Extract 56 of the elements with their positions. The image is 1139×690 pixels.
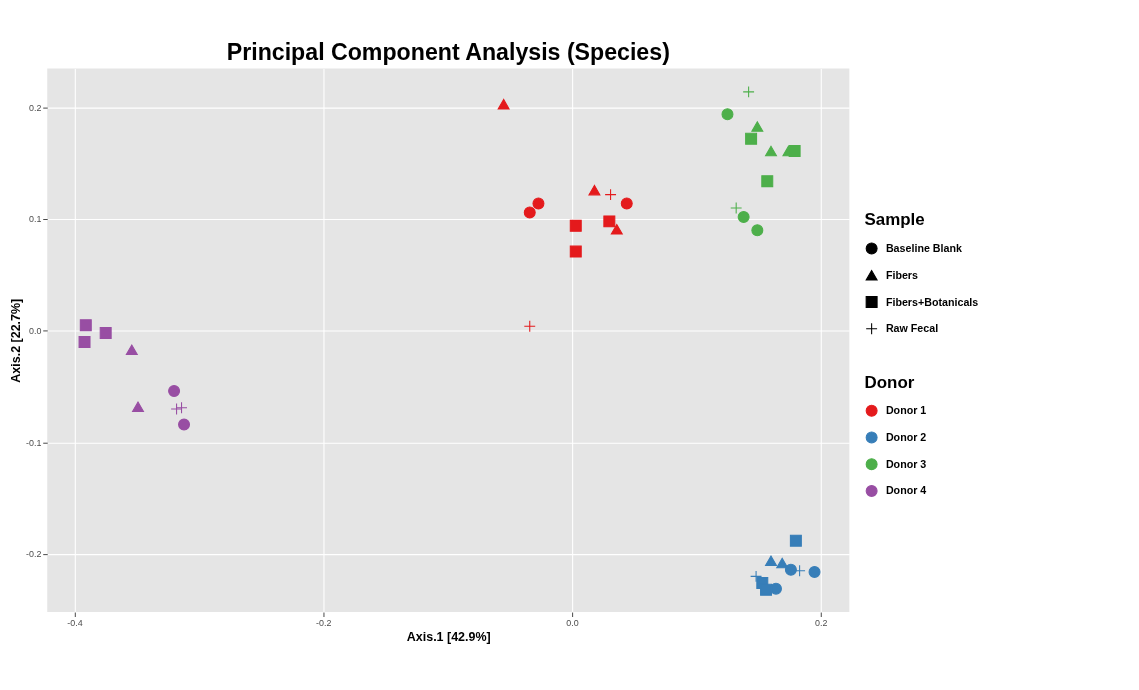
x-tick-label: 0.0 bbox=[566, 617, 579, 628]
point bbox=[588, 184, 601, 196]
text: Sample bbox=[864, 210, 925, 230]
point bbox=[721, 108, 734, 121]
y-tick-label: -0.1 bbox=[26, 437, 42, 448]
point bbox=[737, 210, 750, 223]
point bbox=[603, 215, 616, 228]
point bbox=[750, 570, 763, 583]
legend-label: Donor 3 bbox=[885, 457, 927, 470]
point bbox=[168, 385, 181, 398]
x-tick-label: -0.2 bbox=[316, 617, 332, 628]
legend-label: Donor 1 bbox=[885, 404, 927, 417]
x-tick-label: 0.2 bbox=[815, 617, 828, 628]
point bbox=[78, 335, 91, 348]
point bbox=[569, 219, 582, 232]
legend-label: Fibers+Botanicals bbox=[885, 295, 979, 308]
point bbox=[99, 327, 112, 340]
y-tick-label: 0.0 bbox=[29, 325, 42, 336]
chart-title: Principal Component Analysis (Species) bbox=[226, 39, 670, 66]
x-axis-title: Axis.1 [42.9%] bbox=[406, 630, 491, 645]
point bbox=[125, 344, 138, 356]
point bbox=[178, 418, 191, 431]
y-axis-title: Axis.2 [22.7%] bbox=[8, 298, 23, 383]
point bbox=[523, 206, 536, 219]
legend-label: Donor 4 bbox=[885, 484, 927, 497]
point bbox=[784, 563, 797, 576]
point bbox=[730, 201, 743, 214]
point bbox=[789, 534, 802, 547]
point bbox=[79, 319, 92, 332]
point bbox=[765, 145, 777, 157]
legend-label: Raw Fecal bbox=[885, 322, 939, 335]
y-tick-label: -0.2 bbox=[26, 549, 42, 560]
point bbox=[610, 223, 623, 235]
point bbox=[761, 175, 774, 188]
point bbox=[620, 197, 633, 210]
point bbox=[132, 401, 145, 412]
point bbox=[745, 132, 758, 145]
point bbox=[760, 583, 773, 596]
legend-label: Donor 2 bbox=[885, 430, 927, 443]
y-tick-label: 0.2 bbox=[29, 102, 42, 113]
text: Donor bbox=[864, 372, 915, 392]
point bbox=[751, 224, 764, 237]
legend-label: Fibers bbox=[885, 268, 919, 281]
x-tick-label: -0.4 bbox=[67, 617, 83, 628]
point bbox=[808, 565, 821, 578]
point bbox=[532, 197, 545, 210]
point bbox=[604, 188, 617, 201]
point bbox=[765, 555, 777, 567]
point bbox=[497, 98, 510, 110]
point bbox=[788, 145, 801, 158]
y-tick-label: 0.1 bbox=[29, 214, 42, 225]
point bbox=[523, 320, 536, 333]
point bbox=[742, 85, 755, 98]
point bbox=[751, 121, 764, 132]
point bbox=[569, 245, 582, 258]
legend-label: Baseline Blank bbox=[885, 242, 962, 255]
